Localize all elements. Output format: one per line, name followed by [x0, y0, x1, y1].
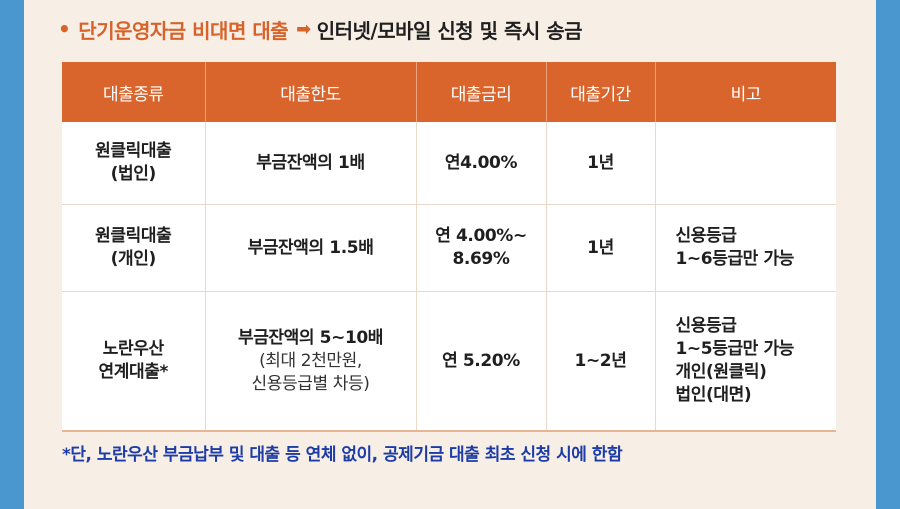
cell-loan-type: 노란우산 연계대출* — [62, 291, 206, 432]
cell-interest-rate: 연 4.00%~ 8.69% — [416, 204, 547, 292]
content-card: • 단기운영자금 비대면 대출 ➡ 인터넷/모바일 신청 및 즉시 송금 대출종… — [24, 0, 876, 509]
cell-remarks: 신용등급 1~5등급만 가능 개인(원클릭) 법인(대면) — [655, 291, 836, 432]
table-header-row: 대출종류 대출한도 대출금리 대출기간 비고 — [62, 62, 836, 122]
bullet-icon: • — [58, 17, 71, 41]
arrow-right-icon: ➡ — [296, 18, 311, 40]
cell-loan-term: 1~2년 — [546, 291, 656, 432]
cell-loan-limit: 부금잔액의 1.5배 — [205, 204, 417, 292]
header-loan-limit: 대출한도 — [205, 62, 417, 122]
loan-table: 대출종류 대출한도 대출금리 대출기간 비고 원클릭대출 (법인) 부금잔액의 … — [62, 62, 836, 432]
cell-interest-rate: 연 5.20% — [416, 291, 547, 432]
table-row: 원클릭대출 (개인) 부금잔액의 1.5배 연 4.00%~ 8.69% 1년 … — [62, 204, 836, 292]
header-loan-term: 대출기간 — [546, 62, 656, 122]
table-row: 노란우산 연계대출* 부금잔액의 5~10배 (최대 2천만원, 신용등급별 차… — [62, 291, 836, 432]
header-remarks: 비고 — [655, 62, 836, 122]
header-loan-type: 대출종류 — [62, 62, 206, 122]
cell-loan-type: 원클릭대출 (법인) — [62, 122, 206, 205]
cell-loan-term: 1년 — [546, 204, 656, 292]
heading-title: 단기운영자금 비대면 대출 — [78, 18, 289, 43]
cell-loan-type: 원클릭대출 (개인) — [62, 204, 206, 292]
cell-loan-limit: 부금잔액의 5~10배 (최대 2천만원, 신용등급별 차등) — [205, 291, 417, 432]
cell-remarks — [655, 122, 836, 205]
cell-loan-limit: 부금잔액의 1배 — [205, 122, 417, 205]
heading-subtitle: 인터넷/모바일 신청 및 즉시 송금 — [316, 18, 583, 43]
table-row: 원클릭대출 (법인) 부금잔액의 1배 연4.00% 1년 — [62, 122, 836, 205]
footnote: *단, 노란우산 부금납부 및 대출 등 연체 없이, 공제기금 대출 최초 신… — [62, 445, 623, 465]
cell-interest-rate: 연4.00% — [416, 122, 547, 205]
cell-remarks: 신용등급 1~6등급만 가능 — [655, 204, 836, 292]
cell-loan-term: 1년 — [546, 122, 656, 205]
section-heading: • 단기운영자금 비대면 대출 ➡ 인터넷/모바일 신청 및 즉시 송금 — [58, 12, 583, 46]
header-interest-rate: 대출금리 — [416, 62, 547, 122]
